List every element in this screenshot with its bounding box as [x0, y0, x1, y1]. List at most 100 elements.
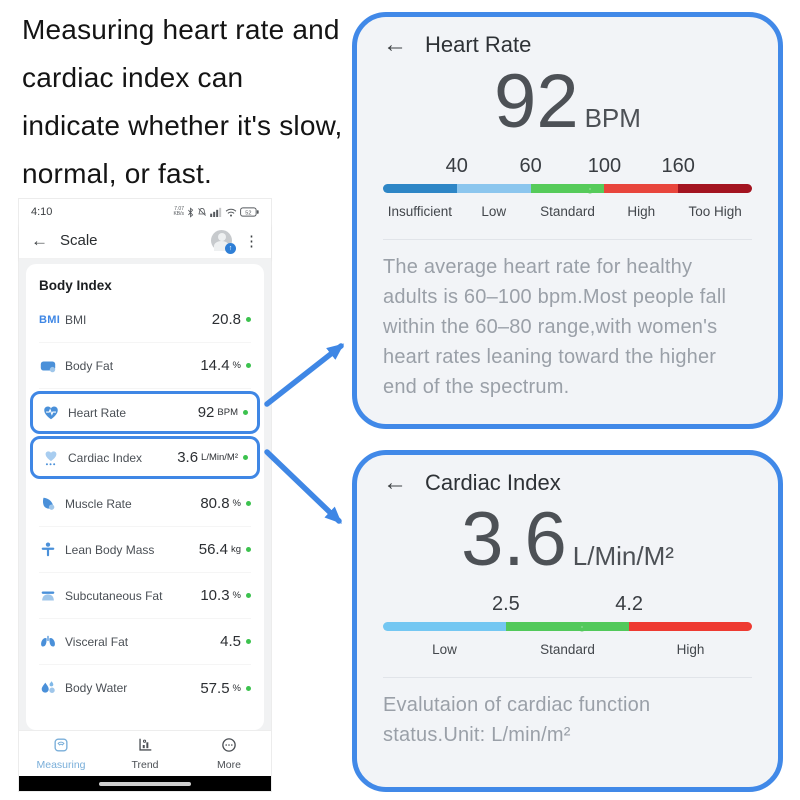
status-bar: 4:10 7.07 KB/s 52 — [19, 199, 271, 223]
tab-measuring[interactable]: Measuring — [19, 731, 103, 776]
gauge-tick: 40 — [445, 155, 468, 177]
description-text: Evalutaion of cardiac function status.Un… — [383, 694, 651, 746]
more-icon — [220, 736, 238, 757]
item-label: Visceral Fat — [65, 634, 129, 649]
svg-text:52: 52 — [245, 210, 251, 216]
status-dot — [246, 501, 251, 506]
trend-icon — [136, 736, 154, 757]
intro-line: Measuring heart rate and — [22, 14, 340, 45]
tab-more[interactable]: More — [187, 731, 271, 776]
item-label: Body Fat — [65, 358, 114, 373]
bluetooth-icon — [187, 206, 194, 218]
status-dot — [246, 363, 251, 368]
item-value: 80.8 — [200, 495, 230, 512]
intro-caption: Measuring heart rate and cardiac index ca… — [22, 6, 342, 198]
signal-icon — [210, 207, 222, 217]
mute-icon — [197, 207, 207, 217]
gauge-segment — [530, 184, 605, 193]
gauge-tick: 2.5 — [491, 593, 520, 615]
item-unit: % — [232, 682, 241, 694]
home-indicator[interactable] — [99, 781, 191, 786]
list-item-body-water[interactable]: Body Water 57.5 % — [39, 665, 251, 711]
item-value: 4.5 — [220, 633, 241, 650]
arrow-heart-rate — [264, 343, 345, 407]
list-item-heart-rate[interactable]: Heart Rate 92 BPM — [30, 391, 260, 434]
overflow-menu-icon[interactable]: ⋮ — [244, 232, 259, 250]
list-item-cardiac-index[interactable]: Cardiac Index 3.6 L/Min/M² — [30, 436, 260, 479]
gauge-labels: Insufficient Low Standard High Too High — [383, 204, 752, 219]
value-unit: L/Min/M² — [572, 541, 674, 571]
gauge-segment — [383, 622, 506, 631]
gauge-label: High — [676, 642, 705, 657]
description-text: The average heart rate for healthy adult… — [383, 256, 727, 398]
wifi-icon — [225, 208, 237, 217]
item-unit: BPM — [217, 407, 238, 418]
lean-body-mass-icon — [39, 541, 65, 559]
list-header: Body Index — [39, 278, 112, 293]
gauge-segment — [383, 184, 457, 193]
divider — [383, 239, 752, 240]
panel-header: ← Heart Rate — [383, 31, 752, 59]
gauge-tick: 100 — [587, 155, 622, 177]
back-icon[interactable]: ← — [383, 31, 407, 58]
item-value: 57.5 — [200, 679, 230, 697]
body-index-list: BMI BMI 20.8 Body Fat 14.4 % Heart Rate … — [30, 297, 260, 711]
body-fat-icon — [39, 357, 65, 375]
gauge-tick: 60 — [519, 155, 542, 177]
gauge-segment — [604, 184, 679, 193]
back-icon[interactable]: ← — [31, 230, 48, 250]
gesture-bar — [19, 776, 271, 791]
gauge-label: Standard — [540, 642, 595, 657]
item-value: 92 — [197, 404, 215, 421]
gauge-ticks: 40 60 100 160 — [383, 155, 752, 181]
gauge-track — [383, 622, 752, 631]
item-unit: % — [232, 590, 241, 601]
phone-body: Body Index BMI BMI 20.8 Body Fat 14.4 % … — [19, 259, 271, 730]
gauge-labels: Low Standard High — [383, 642, 752, 657]
sync-badge-icon: ↑ — [225, 243, 236, 254]
bmi-icon: BMI — [39, 313, 61, 326]
gauge-tick: 4.2 — [615, 593, 644, 615]
item-unit: L/Min/M² — [201, 452, 238, 463]
tab-trend[interactable]: Trend — [103, 731, 187, 776]
gauge-label: Standard — [540, 204, 595, 219]
network-speed-icon: 7.07 KB/s — [173, 206, 184, 217]
item-unit: % — [232, 498, 241, 509]
tab-bar: Measuring Trend More — [19, 730, 271, 776]
intro-line: normal, or fast. — [22, 158, 212, 189]
heart-rate-panel: ← Heart Rate 92 BPM 40 60 100 160 Insuffici… — [352, 12, 783, 429]
list-item-body-fat[interactable]: Body Fat 14.4 % — [39, 343, 251, 389]
gauge-bar — [383, 184, 752, 193]
value-number: 3.6 — [461, 497, 567, 582]
app-bar: ← Scale ↑ ⋮ — [19, 223, 271, 259]
measurement-value: 92 BPM — [383, 59, 752, 145]
range-gauge: 40 60 100 160 Insufficient Low Standard High To… — [383, 155, 752, 219]
back-icon[interactable]: ← — [383, 469, 407, 496]
list-item-subcutaneous-fat[interactable]: Subcutaneous Fat 10.3 % — [39, 573, 251, 619]
arrow-cardiac-index — [264, 449, 342, 524]
list-item-bmi[interactable]: BMI BMI 20.8 — [39, 297, 251, 343]
cardiac-index-panel: ← Cardiac Index 3.6 L/Min/M² 2.5 4.2 Low S… — [352, 450, 783, 792]
range-gauge: 2.5 4.2 Low Standard High — [383, 593, 752, 657]
panel-header: ← Cardiac Index — [383, 469, 752, 497]
subcutaneous-fat-icon — [39, 587, 65, 605]
gauge-segment — [506, 622, 629, 631]
body-index-card: Body Index BMI BMI 20.8 Body Fat 14.4 % … — [26, 264, 264, 730]
intro-line: indicate whether it's slow, — [22, 110, 343, 141]
item-value: 56.4 — [198, 541, 228, 558]
panel-title: Cardiac Index — [425, 470, 561, 495]
list-item-lean-body-mass[interactable]: Lean Body Mass 56.4 kg — [39, 527, 251, 573]
cardiac-index-icon — [42, 449, 68, 467]
status-dot — [246, 317, 251, 322]
status-dot — [246, 639, 251, 644]
gauge-tick: 160 — [661, 155, 695, 177]
tab-label: More — [217, 759, 241, 771]
measuring-icon — [52, 736, 70, 757]
list-item-visceral-fat[interactable]: Visceral Fat 4.5 — [39, 619, 251, 665]
intro-line: cardiac index can — [22, 62, 244, 93]
avatar[interactable]: ↑ — [211, 230, 236, 254]
list-item-muscle-rate[interactable]: Muscle Rate 80.8 % — [39, 481, 251, 527]
gauge-label: Low — [481, 204, 507, 219]
gauge-track — [383, 184, 752, 193]
